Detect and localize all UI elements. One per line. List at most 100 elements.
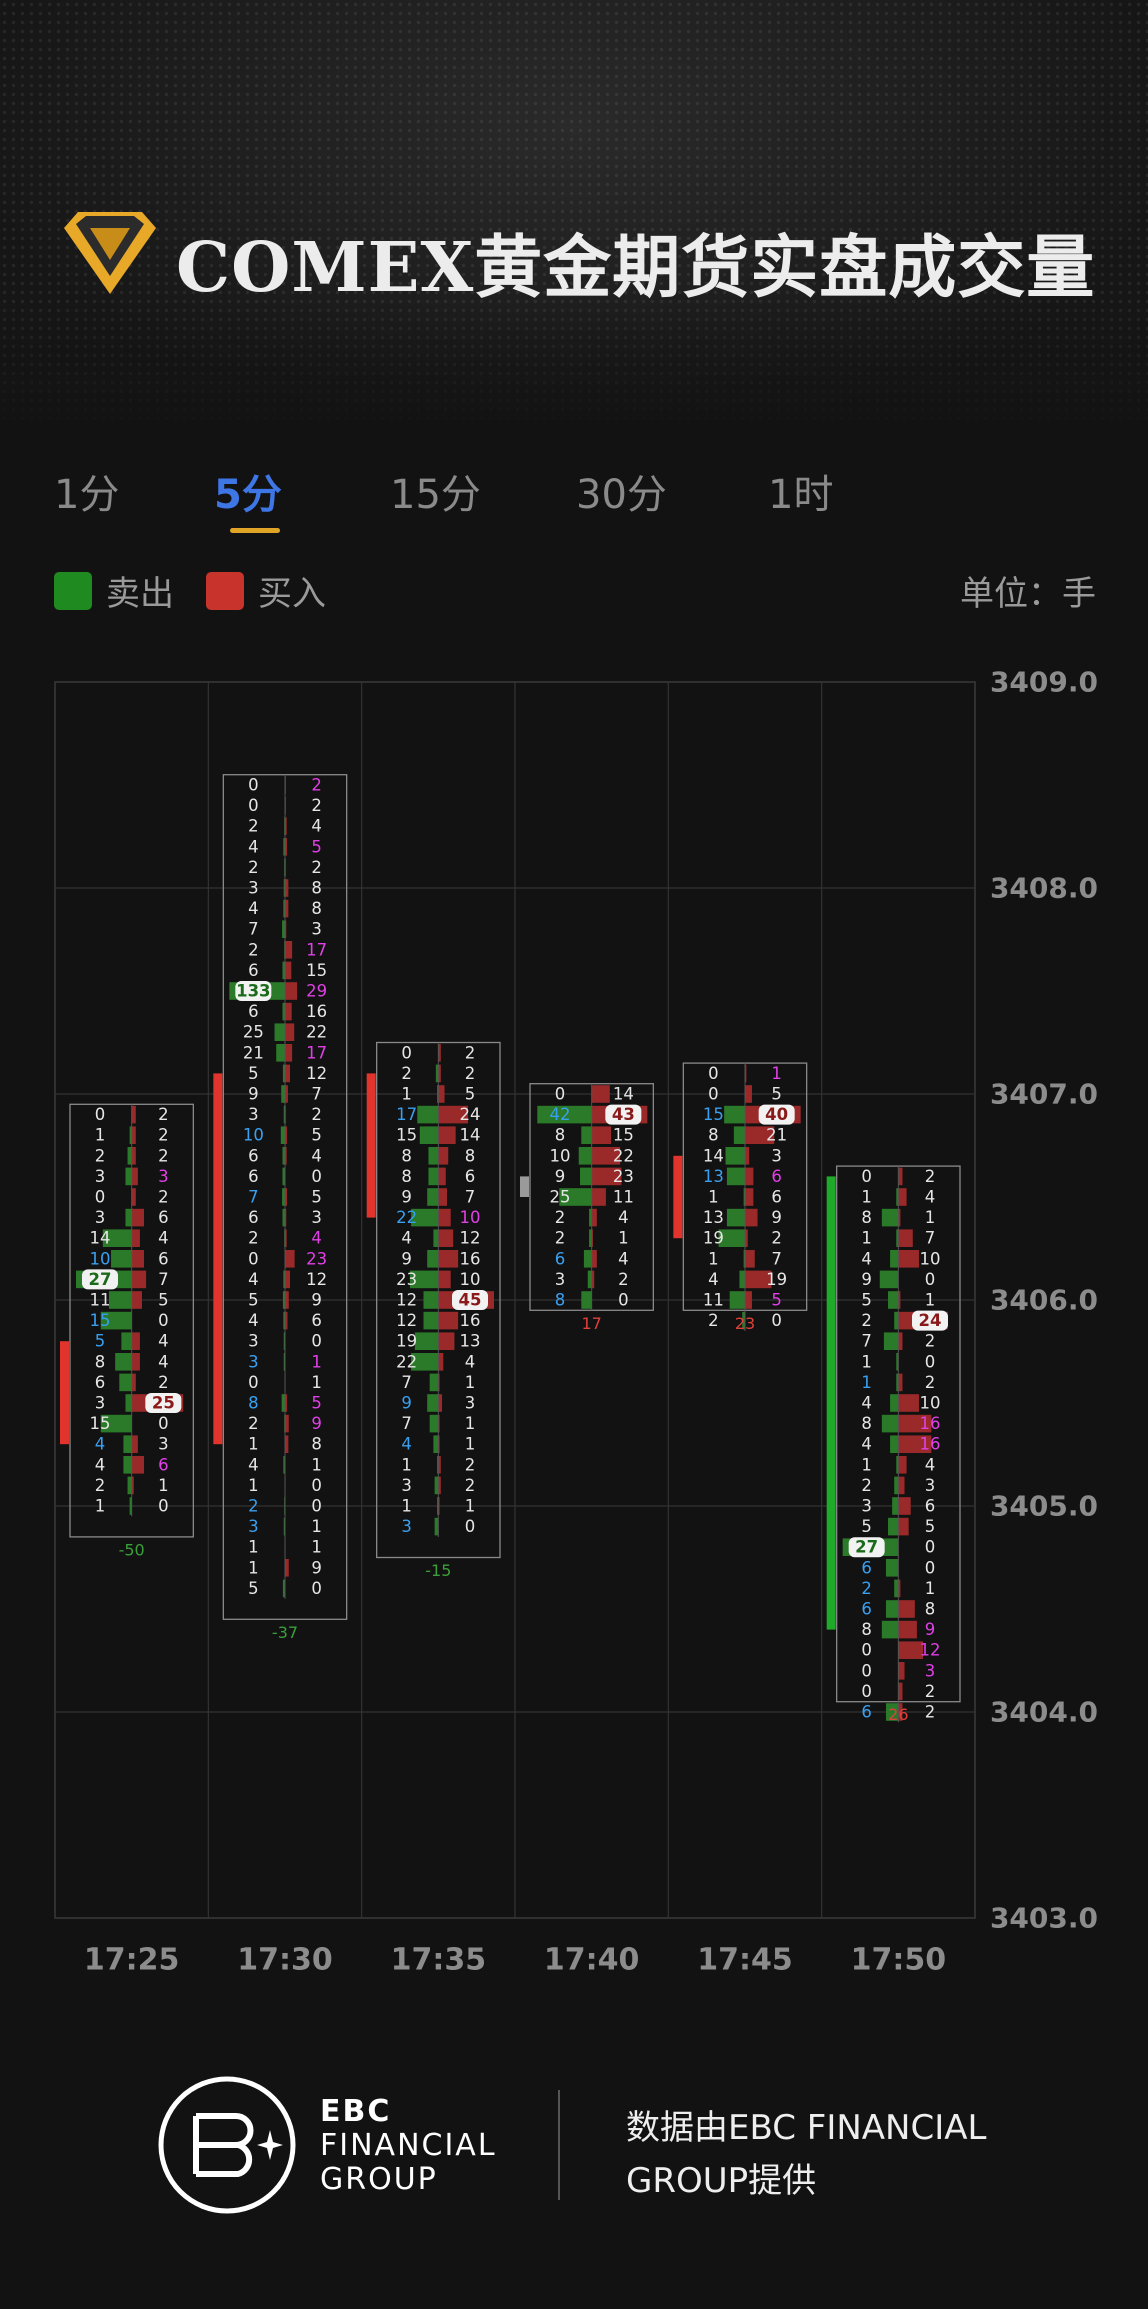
buy-volume-bar bbox=[438, 1311, 459, 1330]
sell-volume-bar bbox=[125, 1167, 132, 1186]
buy-volume-label: 45 bbox=[459, 1291, 482, 1310]
sell-volume-label: 4 bbox=[248, 899, 259, 918]
sell-volume-label: 3 bbox=[248, 1105, 259, 1124]
tab-15min[interactable]: 15分 bbox=[390, 472, 481, 518]
tab-30min[interactable]: 30分 bbox=[576, 472, 667, 518]
sell-volume-label: 5 bbox=[861, 1291, 872, 1310]
sell-volume-bar bbox=[129, 1497, 132, 1515]
footprint-box bbox=[529, 1083, 654, 1311]
buy-volume-bar bbox=[898, 1167, 903, 1186]
buy-volume-bar bbox=[131, 1456, 145, 1474]
buy-volume-label: 0 bbox=[158, 1497, 169, 1516]
sell-volume-label: 8 bbox=[861, 1208, 872, 1227]
sell-volume-bar bbox=[102, 1229, 132, 1247]
sell-volume-bar bbox=[125, 1208, 132, 1227]
sell-volume-label: 25 bbox=[550, 1188, 571, 1207]
buy-volume-bar bbox=[745, 1291, 752, 1309]
buy-volume-label: 2 bbox=[158, 1126, 169, 1145]
buy-volume-label: 2 bbox=[465, 1064, 476, 1083]
sell-volume-bar bbox=[125, 1394, 132, 1412]
buy-volume-bar bbox=[898, 1456, 907, 1474]
tab-5min[interactable]: 5分 bbox=[214, 472, 282, 518]
buy-volume-bar bbox=[591, 1188, 606, 1206]
sell-volume-label: 6 bbox=[248, 1146, 259, 1165]
buy-volume-bar bbox=[285, 1250, 295, 1268]
buy-volume-bar bbox=[591, 1208, 597, 1227]
buy-volume-bar bbox=[438, 1394, 443, 1412]
sell-volume-bar bbox=[283, 1311, 285, 1330]
sell-volume-label: 8 bbox=[555, 1126, 566, 1145]
sell-volume-label: 8 bbox=[708, 1126, 719, 1145]
buy-volume-label: 4 bbox=[465, 1352, 476, 1371]
buy-volume-bar bbox=[285, 1311, 288, 1330]
sell-volume-label: 4 bbox=[708, 1270, 719, 1289]
buy-volume-label: 19 bbox=[766, 1270, 787, 1289]
sell-volume-bar bbox=[896, 1456, 899, 1474]
sell-volume-label: 15 bbox=[90, 1414, 111, 1433]
buy-volume-label: 11 bbox=[613, 1188, 634, 1207]
buy-volume-label: 8 bbox=[465, 1146, 476, 1165]
buy-volume-bar bbox=[898, 1188, 907, 1206]
buy-volume-label: 1 bbox=[771, 1064, 782, 1083]
buy-volume-label: 4 bbox=[618, 1208, 629, 1227]
delta-label: 23 bbox=[735, 1314, 755, 1333]
buy-volume-label: 10 bbox=[920, 1249, 941, 1268]
sell-volume-label: 0 bbox=[861, 1682, 872, 1701]
sell-volume-label: 10 bbox=[550, 1146, 571, 1165]
sell-volume-label: 9 bbox=[861, 1270, 872, 1289]
unit-label: 单位：手 bbox=[960, 574, 1096, 614]
sell-volume-label: 27 bbox=[855, 1538, 878, 1557]
buy-volume-bar bbox=[285, 1044, 293, 1062]
tab-1min[interactable]: 1分 bbox=[54, 472, 120, 518]
x-tick-label: 17:25 bbox=[84, 1943, 180, 1978]
sell-volume-label: 5 bbox=[248, 1291, 259, 1310]
sell-volume-label: 9 bbox=[248, 1085, 259, 1104]
buy-volume-label: 23 bbox=[613, 1167, 634, 1186]
sell-volume-bar bbox=[427, 1250, 439, 1268]
sell-volume-label: 2 bbox=[401, 1064, 412, 1083]
buy-volume-label: 4 bbox=[925, 1455, 936, 1474]
sell-volume-bar bbox=[437, 1497, 439, 1515]
sell-volume-label: 2 bbox=[248, 1497, 259, 1516]
buy-volume-bar bbox=[898, 1641, 924, 1659]
sell-volume-label: 14 bbox=[90, 1229, 111, 1248]
buy-volume-bar bbox=[131, 1291, 142, 1309]
sell-volume-bar bbox=[733, 1126, 745, 1144]
sell-volume-bar bbox=[127, 1147, 132, 1165]
buy-volume-label: 16 bbox=[460, 1311, 481, 1330]
buy-volume-label: 21 bbox=[766, 1126, 787, 1145]
buy-volume-label: 7 bbox=[311, 1085, 322, 1104]
sell-volume-bar bbox=[890, 1250, 899, 1268]
buy-volume-bar bbox=[285, 1229, 287, 1247]
sell-volume-bar bbox=[283, 1332, 285, 1350]
sell-volume-label: 2 bbox=[861, 1476, 872, 1495]
buy-volume-bar bbox=[131, 1270, 147, 1289]
buy-volume-label: 2 bbox=[158, 1105, 169, 1124]
buy-volume-label: 5 bbox=[311, 1188, 322, 1207]
buy-volume-label: 2 bbox=[158, 1146, 169, 1165]
buy-volume-label: 0 bbox=[311, 1332, 322, 1351]
buy-volume-label: 9 bbox=[311, 1291, 322, 1310]
sell-volume-label: 4 bbox=[401, 1229, 412, 1248]
footer-divider bbox=[558, 2090, 560, 2200]
sell-volume-bar bbox=[281, 1085, 285, 1103]
sell-volume-label: 7 bbox=[861, 1332, 872, 1351]
buy-volume-label: 10 bbox=[460, 1208, 481, 1227]
tab-1hour[interactable]: 1时 bbox=[768, 472, 834, 518]
sell-volume-bar bbox=[123, 1456, 132, 1474]
sell-volume-label: 5 bbox=[248, 1579, 259, 1598]
candle-body bbox=[366, 1073, 376, 1218]
buy-volume-bar bbox=[285, 1394, 288, 1412]
sell-volume-bar bbox=[885, 1600, 899, 1618]
sell-volume-bar bbox=[718, 1229, 745, 1247]
sell-volume-label: 3 bbox=[248, 1517, 259, 1536]
sell-volume-bar bbox=[739, 1270, 745, 1289]
sell-volume-bar bbox=[283, 838, 285, 856]
buy-volume-label: 10 bbox=[460, 1270, 481, 1289]
buy-volume-bar bbox=[898, 1600, 915, 1618]
sell-volume-bar bbox=[729, 1291, 745, 1309]
buy-volume-label: 2 bbox=[771, 1229, 782, 1248]
sell-volume-label: 8 bbox=[861, 1620, 872, 1639]
buy-volume-label: 2 bbox=[158, 1188, 169, 1207]
sell-volume-label: 6 bbox=[248, 1208, 259, 1227]
